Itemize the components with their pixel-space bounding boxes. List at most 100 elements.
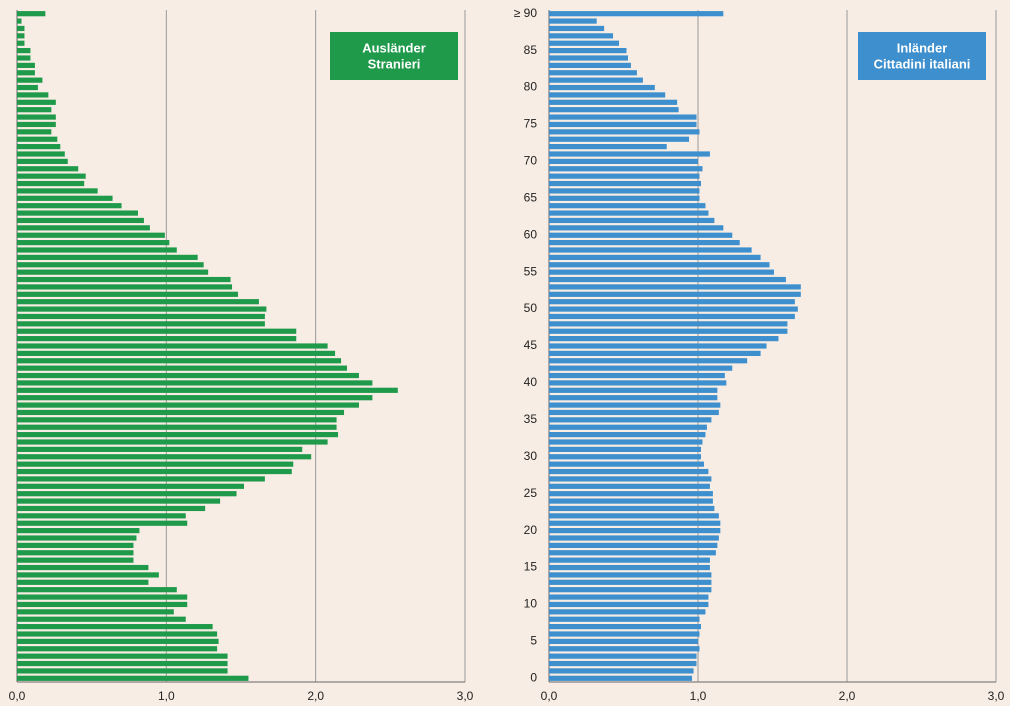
- bar: [17, 498, 221, 504]
- bar: [549, 616, 700, 622]
- bar: [549, 11, 724, 17]
- bar: [17, 343, 328, 349]
- bar: [17, 77, 43, 83]
- bar: [549, 114, 697, 120]
- bar: [549, 158, 698, 164]
- bar: [17, 624, 213, 630]
- bar: [549, 542, 718, 548]
- bar: [17, 210, 138, 216]
- bar: [17, 572, 159, 578]
- bar: [17, 188, 98, 194]
- bar: [549, 180, 701, 187]
- bar: [17, 468, 292, 475]
- bar: [17, 668, 228, 674]
- bar: [17, 195, 113, 201]
- bar: [549, 48, 627, 54]
- bar: [17, 173, 86, 179]
- bar: [17, 99, 56, 105]
- bar: [549, 107, 679, 113]
- bar: [549, 284, 801, 290]
- bar: [17, 232, 165, 238]
- bar: [17, 151, 65, 157]
- bar: [549, 217, 715, 224]
- bar: [549, 40, 620, 46]
- bar: [17, 491, 237, 497]
- bar: [549, 609, 706, 615]
- bar: [17, 609, 174, 615]
- bar: [17, 84, 38, 91]
- y-tick-label: 75: [524, 117, 538, 131]
- y-tick-label: 55: [524, 264, 538, 278]
- bar: [17, 350, 336, 356]
- bar: [17, 594, 188, 600]
- bar: [17, 550, 134, 556]
- bar: [549, 483, 710, 489]
- y-tick-label: 65: [524, 190, 538, 204]
- bar: [549, 358, 748, 364]
- bar: [549, 601, 709, 608]
- bar: [549, 550, 716, 556]
- y-tick-label: 0: [530, 670, 537, 684]
- bar: [549, 55, 628, 61]
- bar: [549, 387, 718, 393]
- x-tick-label: 0,0: [9, 689, 26, 703]
- bar: [549, 468, 709, 475]
- bar: [17, 476, 265, 482]
- bar: [549, 350, 761, 356]
- bar: [17, 269, 209, 275]
- bar: [549, 365, 733, 371]
- bar: [549, 513, 719, 519]
- bar: [17, 601, 188, 608]
- bar: [17, 387, 398, 393]
- bar: [17, 299, 259, 305]
- bar: [549, 188, 700, 194]
- bar: [549, 638, 698, 644]
- x-tick-label: 1,0: [158, 689, 175, 703]
- bar: [17, 262, 204, 268]
- legend-box: [858, 32, 986, 80]
- bar: [17, 638, 219, 644]
- bar: [17, 579, 149, 585]
- bar: [549, 99, 678, 105]
- legend-label: Cittadini italiani: [874, 56, 971, 71]
- bar: [549, 328, 788, 334]
- bar: [549, 409, 719, 416]
- bar: [549, 240, 740, 246]
- bar: [17, 483, 244, 489]
- bar: [549, 646, 700, 652]
- bar: [17, 631, 218, 637]
- bar: [17, 254, 198, 260]
- bar: [17, 11, 46, 17]
- bar: [17, 520, 188, 526]
- y-tick-label: 85: [524, 43, 538, 57]
- bar: [17, 513, 186, 519]
- bar: [17, 432, 339, 438]
- bar: [17, 129, 52, 135]
- legend-box: [330, 32, 458, 80]
- x-tick-label: 2,0: [839, 689, 856, 703]
- bar: [17, 535, 137, 541]
- bar: [549, 446, 701, 452]
- bar: [549, 461, 704, 467]
- bar: [549, 299, 795, 305]
- y-tick-label: ≥ 90: [514, 6, 538, 20]
- y-tick-label: 70: [524, 154, 538, 168]
- bar: [17, 18, 22, 24]
- bar: [549, 660, 697, 667]
- bar: [549, 136, 690, 142]
- y-tick-label: 5: [530, 634, 537, 648]
- bar: [17, 660, 228, 667]
- bar: [549, 336, 779, 342]
- bar: [17, 542, 134, 548]
- bar: [549, 372, 725, 379]
- bar: [549, 166, 703, 172]
- legend-label: Stranieri: [368, 56, 421, 71]
- x-tick-label: 3,0: [457, 689, 474, 703]
- bar: [17, 217, 144, 224]
- bar: [549, 306, 798, 312]
- bar: [549, 84, 655, 91]
- bar: [17, 225, 150, 231]
- bar: [549, 498, 713, 504]
- bar: [549, 424, 707, 430]
- bar: [17, 203, 122, 209]
